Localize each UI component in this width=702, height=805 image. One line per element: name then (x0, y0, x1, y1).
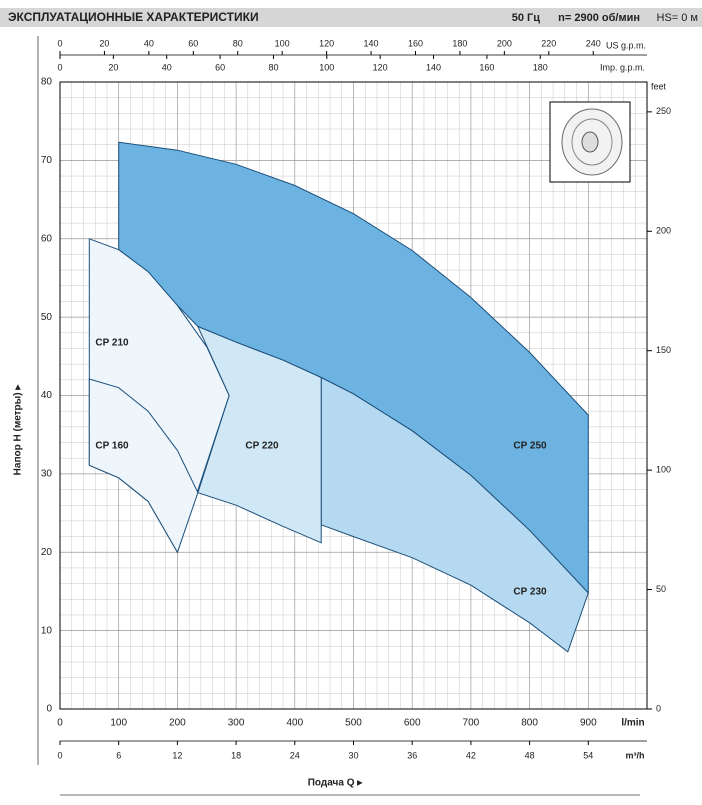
us-gpm-tick-label: 200 (497, 38, 512, 48)
pump-curve-region (320, 376, 589, 653)
m3h-tick-label: 18 (231, 750, 241, 760)
us-gpm-tick-label: 40 (144, 38, 154, 48)
feet-tick-label: 250 (656, 106, 671, 116)
y-tick-label: 30 (41, 469, 53, 480)
frequency: 50 Гц (512, 12, 541, 24)
feet-tick-label: 150 (656, 345, 671, 355)
x-tick-label: 100 (110, 718, 127, 729)
m3h-tick-label: 6 (116, 750, 121, 760)
imp-gpm-tick-label: 100 (319, 62, 334, 72)
x-tick-label: 700 (463, 718, 480, 729)
x-axis-title: Подача Q ▸ (308, 778, 364, 789)
region-label: CP 210 (95, 338, 129, 349)
feet-tick-label: 200 (656, 226, 671, 236)
pump-ring (571, 118, 613, 166)
feet-tick-label: 0 (656, 703, 661, 713)
region-label: CP 230 (513, 587, 547, 598)
us-gpm-tick-label: 180 (452, 38, 467, 48)
feet-unit: feet (651, 81, 667, 91)
imp-gpm-tick-label: 20 (108, 62, 118, 72)
m3h-tick-label: 24 (290, 750, 300, 760)
speed: n= 2900 об/мин (558, 12, 640, 24)
y-tick-label: 40 (41, 390, 53, 401)
imp-gpm-tick-label: 0 (57, 62, 62, 72)
us-gpm-unit: US g.p.m. (606, 40, 646, 50)
imp-gpm-tick-label: 60 (215, 62, 225, 72)
x-tick-label: 200 (169, 718, 186, 729)
x-tick-label: 0 (57, 718, 63, 729)
imp-gpm-tick-label: 80 (268, 62, 278, 72)
imp-gpm-unit: Imp. g.p.m. (600, 62, 645, 72)
imp-gpm-tick-label: 120 (373, 62, 388, 72)
pump-inset (549, 101, 631, 183)
x-unit: l/min (621, 718, 644, 729)
m3h-tick-label: 54 (583, 750, 593, 760)
x-tick-label: 600 (404, 718, 421, 729)
region-label: CP 250 (513, 441, 547, 452)
us-gpm-tick-label: 0 (57, 38, 62, 48)
m3h-tick-label: 36 (407, 750, 417, 760)
us-gpm-tick-label: 240 (586, 38, 601, 48)
y-tick-label: 0 (46, 704, 52, 715)
x-tick-label: 400 (286, 718, 303, 729)
y-tick-label: 60 (41, 233, 53, 244)
us-gpm-tick-label: 220 (541, 38, 556, 48)
region-label: CP 160 (95, 441, 129, 452)
us-gpm-tick-label: 80 (233, 38, 243, 48)
m3h-tick-label: 48 (525, 750, 535, 760)
plot-frame (59, 81, 648, 710)
suction: HS= 0 м (657, 12, 699, 24)
m3h-tick-label: 30 (348, 750, 358, 760)
y-tick-label: 50 (41, 312, 53, 323)
imp-gpm-tick-label: 160 (479, 62, 494, 72)
y-tick-label: 20 (41, 547, 53, 558)
chart-title: ЭКСПЛУАТАЦИОННЫЕ ХАРАКТЕРИСТИКИ (8, 10, 259, 24)
us-gpm-tick-label: 100 (275, 38, 290, 48)
region-label: CP 220 (245, 441, 279, 452)
x-tick-label: 800 (521, 718, 538, 729)
m3h-tick-label: 42 (466, 750, 476, 760)
pump-hub (581, 131, 599, 153)
us-gpm-tick-label: 160 (408, 38, 423, 48)
m3h-tick-label: 12 (172, 750, 182, 760)
plot: CP 250 CP 230 CP 220 CP 210 CP 160 0 10 20 30 40 5… (41, 38, 671, 760)
feet-tick-label: 50 (656, 584, 666, 594)
us-gpm-tick-label: 60 (188, 38, 198, 48)
m3h-tick-label: 0 (57, 750, 62, 760)
pump-curve-region (88, 378, 199, 554)
x-tick-label: 900 (580, 718, 597, 729)
y-tick-label: 10 (41, 625, 53, 636)
m3h-unit: m³/h (626, 750, 645, 760)
imp-gpm-tick-label: 180 (533, 62, 548, 72)
y-axis-title: Напор H (метры) ▸ (13, 384, 24, 476)
x-tick-label: 500 (345, 718, 362, 729)
header-bar (0, 8, 702, 27)
us-gpm-tick-label: 140 (364, 38, 379, 48)
us-gpm-tick-label: 120 (319, 38, 334, 48)
imp-gpm-tick-label: 40 (162, 62, 172, 72)
imp-gpm-tick-label: 140 (426, 62, 441, 72)
us-gpm-tick-label: 20 (99, 38, 109, 48)
x-tick-label: 300 (228, 718, 245, 729)
feet-tick-label: 100 (656, 465, 671, 475)
y-tick-label: 70 (41, 155, 53, 166)
y-tick-label: 80 (41, 77, 53, 88)
